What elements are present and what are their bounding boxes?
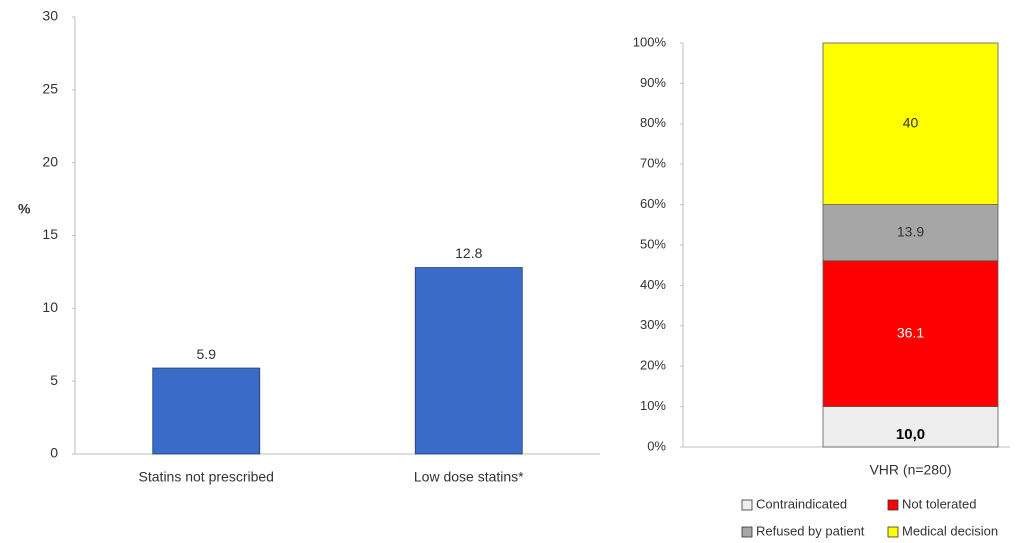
data-label: 40 (903, 115, 919, 131)
y-tick-label: 20 (42, 153, 58, 169)
y-tick-label: 20% (640, 358, 666, 373)
y-tick-label: 40% (640, 277, 666, 292)
y-tick-label: 80% (640, 115, 666, 130)
data-label: 36.1 (897, 324, 924, 340)
y-tick-label: 50% (640, 236, 666, 251)
legend-swatch (887, 526, 899, 538)
y-tick-label: 30 (42, 8, 58, 24)
y-tick-label: 10 (42, 299, 58, 315)
x-tick-label: VHR (n=280) (869, 462, 951, 478)
legend-swatch (887, 499, 899, 511)
bar (414, 267, 523, 455)
y-tick-label: 90% (640, 75, 666, 90)
legend-label: Not tolerated (902, 496, 976, 511)
y-tick-label: 5 (50, 372, 58, 388)
y-tick-label: 0 (50, 445, 58, 461)
legend-swatch (741, 499, 753, 511)
data-label: 13.9 (897, 223, 924, 239)
y-tick-label: 25 (42, 81, 58, 97)
legend-label: Medical decision (902, 523, 998, 538)
legend-swatch (741, 526, 753, 538)
y-tick-label: 15 (42, 226, 58, 242)
legend-label: Refused by patient (756, 523, 865, 538)
bar-segment (822, 42, 999, 206)
bar (152, 367, 261, 455)
bar-segment (822, 260, 999, 408)
y-tick-label: 0% (647, 438, 666, 453)
y-tick-label: 30% (640, 317, 666, 332)
data-label: 12.8 (455, 245, 482, 261)
x-tick-label: Statins not prescribed (139, 469, 274, 485)
bar-segment (822, 204, 999, 262)
legend-label: Contraindicated (756, 496, 847, 511)
y-tick-label: 70% (640, 156, 666, 171)
data-label: 10,0 (896, 426, 925, 443)
y-tick-label: 60% (640, 196, 666, 211)
y-tick-label: 10% (640, 398, 666, 413)
y-tick-label: 100% (633, 34, 667, 49)
data-label: 5.9 (197, 346, 217, 362)
y-axis-label: % (18, 201, 31, 217)
bar-segment (822, 406, 999, 448)
x-tick-label: Low dose statins* (414, 469, 524, 485)
